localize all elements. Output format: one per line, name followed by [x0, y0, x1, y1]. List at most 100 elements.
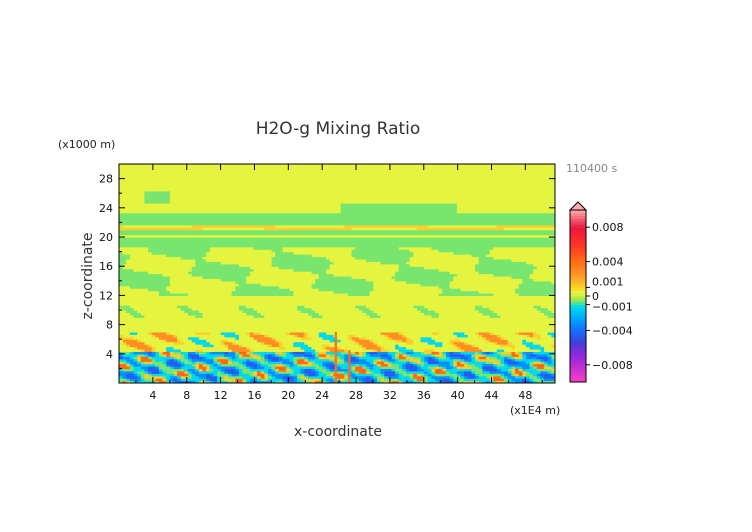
field-cell	[246, 300, 251, 304]
field-cell	[533, 324, 538, 328]
field-cell	[173, 300, 178, 304]
field-cell	[380, 373, 385, 377]
field-cell	[155, 336, 160, 340]
field-cell	[224, 283, 229, 287]
field-cell	[489, 290, 494, 294]
field-cell	[478, 361, 483, 365]
field-cell	[529, 370, 534, 374]
field-cell	[384, 378, 389, 382]
field-cell	[144, 280, 149, 284]
field-cell	[358, 290, 364, 294]
field-cell	[424, 297, 429, 301]
field-cell	[140, 322, 146, 326]
field-cell	[358, 378, 364, 382]
field-cell	[485, 368, 491, 372]
field-cell	[395, 368, 400, 372]
field-cell	[122, 302, 127, 306]
field-cell	[500, 285, 505, 289]
field-cell	[202, 353, 207, 357]
field-cell	[344, 290, 349, 294]
field-cell	[275, 314, 280, 318]
field-cell	[362, 322, 367, 326]
field-cell	[151, 317, 156, 321]
field-cell	[169, 312, 175, 316]
field-cell	[460, 288, 465, 292]
field-cell	[289, 334, 294, 338]
field-cell	[431, 319, 436, 323]
field-cell	[246, 331, 251, 335]
field-cell	[518, 353, 523, 357]
field-cell	[253, 288, 258, 292]
field-cell	[413, 344, 418, 348]
field-cell	[340, 317, 345, 321]
field-cell	[173, 285, 178, 289]
field-cell	[456, 339, 462, 343]
field-cell	[282, 292, 287, 296]
field-cell	[162, 307, 167, 311]
field-cell	[533, 322, 538, 326]
field-cell	[246, 365, 251, 369]
field-cell	[384, 314, 389, 318]
field-cell	[235, 283, 240, 287]
field-cell	[297, 292, 302, 296]
field-cell	[340, 351, 345, 355]
field-cell	[500, 373, 505, 377]
field-cell	[366, 348, 371, 352]
field-cell	[293, 327, 298, 331]
field-cell	[257, 322, 262, 326]
field-cell	[235, 353, 240, 357]
field-cell	[438, 329, 443, 333]
field-cell	[213, 356, 218, 360]
field-cell	[551, 365, 555, 369]
field-cell	[253, 312, 258, 316]
field-cell	[478, 319, 483, 323]
field-cell	[177, 310, 182, 314]
field-cell	[271, 288, 276, 292]
field-cell	[358, 346, 364, 350]
field-cell	[482, 348, 487, 352]
field-cell	[249, 292, 255, 296]
field-cell	[246, 380, 251, 383]
field-cell	[264, 312, 269, 316]
field-cell	[525, 297, 531, 301]
field-cell	[493, 307, 498, 311]
field-cell	[162, 295, 167, 299]
field-cell	[140, 363, 146, 367]
field-cell	[416, 288, 422, 292]
field-cell	[260, 368, 265, 372]
field-cell	[409, 312, 414, 316]
field-cell	[540, 310, 545, 314]
field-cell	[438, 361, 443, 365]
field-cell	[347, 295, 353, 299]
field-cell	[228, 295, 233, 299]
field-cell	[402, 380, 407, 383]
field-cell	[155, 300, 160, 304]
field-cell	[220, 292, 225, 296]
field-cell	[424, 329, 429, 333]
field-cell	[293, 375, 298, 379]
field-cell	[198, 310, 204, 314]
field-cell	[515, 302, 520, 306]
field-cell	[347, 290, 353, 294]
field-cell	[329, 317, 334, 321]
field-cell	[551, 363, 555, 367]
field-cell	[384, 336, 389, 340]
field-cell	[507, 375, 512, 379]
field-cell	[195, 380, 200, 383]
field-cell	[228, 314, 233, 318]
field-cell	[373, 292, 378, 296]
field-cell	[264, 322, 269, 326]
field-cell	[464, 368, 469, 372]
field-cell	[329, 319, 334, 323]
field-cell	[442, 288, 447, 292]
field-cell	[518, 346, 523, 350]
field-cell	[449, 370, 454, 374]
field-cell	[155, 365, 160, 369]
field-cell	[264, 327, 269, 331]
field-cell	[169, 314, 175, 318]
field-cell	[373, 365, 378, 369]
field-cell	[471, 368, 476, 372]
field-cell	[235, 348, 240, 352]
field-cell	[478, 331, 483, 335]
field-cell	[119, 292, 124, 296]
